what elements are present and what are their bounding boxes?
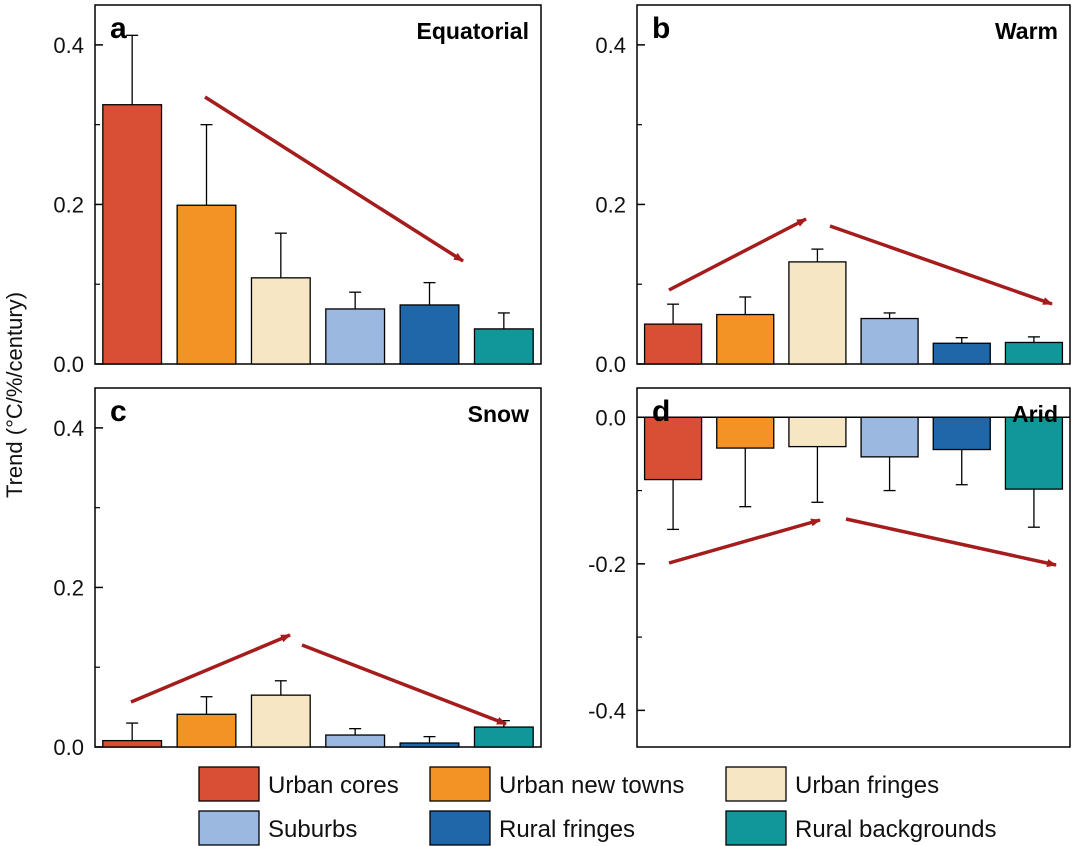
- panel-a: 0.0 0.2 0.4 a Equatorial: [53, 4, 542, 377]
- legend-label: Urban fringes: [795, 772, 939, 799]
- panel-letter: c: [110, 395, 127, 428]
- bar-rural-fringes: [932, 342, 991, 365]
- trend-arrow: [845, 517, 1057, 567]
- bar-urban-fringes: [788, 261, 847, 365]
- bar-rural-fringes: [932, 416, 991, 451]
- bar-urban-cores: [102, 104, 163, 365]
- y-tick-label: 0.4: [595, 33, 626, 58]
- bar-urban-fringes: [250, 277, 311, 365]
- bar-urban-new-towns: [176, 713, 237, 748]
- panel-b: 0.0 0.2 0.4 b Warm: [595, 4, 1071, 377]
- legend-label: Rural backgrounds: [795, 816, 996, 843]
- bar-rural-fringes: [399, 304, 460, 365]
- plot-frame: [636, 387, 1071, 748]
- trend-arrow: [829, 224, 1053, 306]
- trend-arrows: [130, 95, 1057, 726]
- panel-title: Snow: [468, 401, 529, 427]
- y-tick-label: -0.2: [588, 552, 626, 577]
- panel-c: 0.0 0.2 0.4 c Snow: [53, 387, 542, 760]
- legend-swatch: [725, 766, 787, 802]
- panel-letter: a: [110, 12, 127, 45]
- y-tick-label: 0.0: [53, 735, 84, 760]
- legend-item-urban-new-towns: Urban new towns: [429, 766, 684, 802]
- legend-item-urban-cores: Urban cores: [198, 766, 399, 802]
- panel-d: 0.0 -0.2 -0.4 d Arid: [588, 387, 1071, 748]
- bar-urban-fringes: [788, 416, 847, 448]
- bar-rural-backgrounds: [473, 328, 534, 365]
- legend-swatch: [198, 766, 260, 802]
- legend-label: Urban new towns: [499, 772, 684, 799]
- y-tick-label: 0.0: [53, 352, 84, 377]
- legend-swatch: [725, 810, 787, 846]
- bar-urban-cores: [643, 323, 703, 365]
- bar-suburbs: [325, 734, 386, 748]
- y-axis-label: Trend (°C/%/century): [2, 292, 27, 498]
- legend-label: Urban cores: [268, 772, 399, 799]
- panel-title: Warm: [995, 18, 1058, 44]
- panel-letter: d: [652, 395, 670, 428]
- legend: Urban cores Urban new towns Urban fringes S…: [198, 766, 996, 846]
- plot-frame: [94, 4, 542, 365]
- panel-letter: b: [652, 12, 670, 45]
- trend-arrow: [668, 217, 807, 292]
- y-tick-label: -0.4: [588, 698, 626, 723]
- bar-suburbs: [325, 308, 386, 365]
- bar-urban-new-towns: [176, 204, 237, 365]
- y-tick-label: 0.4: [53, 33, 84, 58]
- y-tick-label: 0.0: [595, 352, 626, 377]
- legend-swatch: [429, 810, 491, 846]
- y-tick-label: 0.0: [595, 405, 626, 430]
- bar-suburbs: [860, 317, 919, 365]
- trend-arrow: [301, 643, 507, 726]
- plot-frame: [94, 387, 542, 748]
- legend-label: Rural fringes: [499, 816, 635, 843]
- y-tick-label: 0.2: [53, 575, 84, 600]
- bar-urban-cores: [102, 739, 163, 748]
- bar-rural-backgrounds: [1004, 416, 1064, 490]
- panels: 0.0 0.2 0.4 a Equatorial 0.0 0.2 0.4 b Warm 0.0 0.2…: [53, 4, 1071, 760]
- legend-item-urban-fringes: Urban fringes: [725, 766, 939, 802]
- bar-urban-cores: [643, 416, 703, 481]
- bar-rural-backgrounds: [473, 726, 534, 748]
- trend-arrow: [668, 518, 821, 565]
- y-tick-label: 0.2: [595, 192, 626, 217]
- trend-arrow: [204, 95, 464, 263]
- y-tick-label: 0.2: [53, 192, 84, 217]
- bar-suburbs: [860, 416, 919, 458]
- plot-frame: [636, 4, 1071, 365]
- bar-urban-new-towns: [716, 313, 775, 365]
- panel-title: Arid: [1012, 401, 1058, 427]
- legend-item-rural-backgrounds: Rural backgrounds: [725, 810, 996, 846]
- legend-label: Suburbs: [268, 816, 357, 843]
- legend-swatch: [429, 766, 491, 802]
- bar-rural-fringes: [399, 742, 460, 748]
- legend-item-suburbs: Suburbs: [198, 810, 357, 846]
- bar-rural-backgrounds: [1004, 341, 1064, 365]
- trend-arrow: [130, 633, 291, 704]
- bar-urban-new-towns: [716, 416, 775, 449]
- panel-title: Equatorial: [417, 18, 529, 44]
- legend-swatch: [198, 810, 260, 846]
- legend-item-rural-fringes: Rural fringes: [429, 810, 635, 846]
- y-tick-label: 0.4: [53, 416, 84, 441]
- bar-urban-fringes: [250, 694, 311, 748]
